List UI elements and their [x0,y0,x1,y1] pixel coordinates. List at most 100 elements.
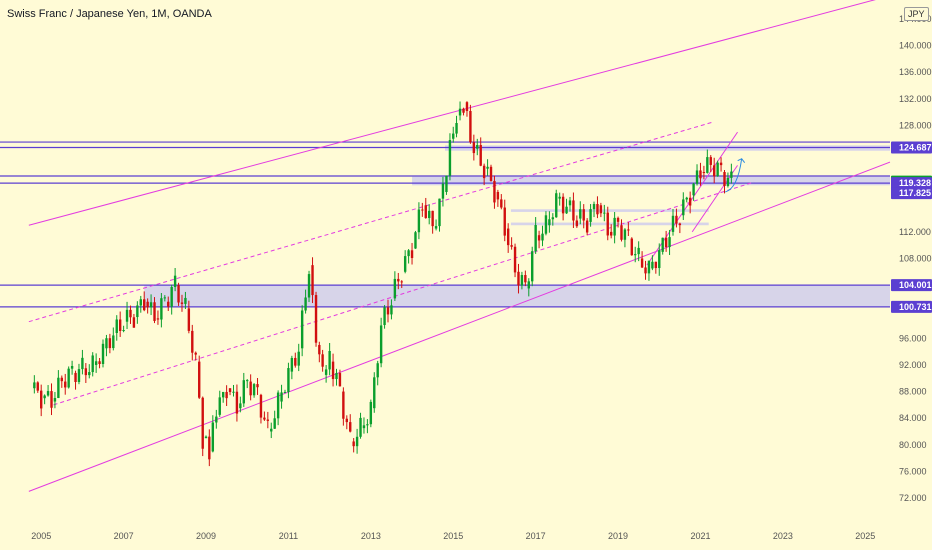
channel-line [646,131,738,266]
candle-body [74,372,77,383]
price-label-badge [891,177,932,190]
candle-body [43,395,46,399]
candle-body [654,261,658,269]
candle-body [177,285,180,303]
candle-body [541,233,544,241]
candle-body [513,246,517,273]
candle-body [187,308,191,331]
candle-body [88,372,91,376]
price-label-badge [891,300,932,313]
candle-body [283,391,287,393]
zone-rect [510,222,709,226]
candle-body [373,377,376,409]
candle-body [685,197,688,200]
candle-body [524,275,527,283]
candle-body [129,309,132,318]
candle-body [273,418,276,429]
y-tick-label: 136.000 [899,67,932,77]
candle-body [294,357,297,366]
candle-body [500,199,503,208]
candle-body [46,391,50,396]
candle-body [379,325,383,364]
candle-body [297,351,300,366]
candle-body [455,123,458,134]
candle-body [115,319,118,334]
candle-body [180,302,184,304]
candle-body [393,278,397,299]
candle-body [606,212,609,236]
projection-arrow [725,158,743,193]
candle-body [555,193,558,218]
candle-body [163,297,167,299]
chart-title: Swiss Franc / Japanese Yen, 1M, OANDA [7,8,212,20]
candle-body [198,361,201,398]
currency-badge[interactable]: JPY [904,7,929,21]
candle-body [486,166,489,169]
candle-body [290,357,294,372]
candle-body [307,274,311,298]
candle-body [101,343,105,365]
candle-body [726,177,730,186]
candle-body [270,428,273,432]
candle-body [64,381,67,388]
y-tick-label: 72.000 [899,493,927,503]
candle-body [60,377,64,382]
candle-body [517,271,520,286]
candle-body [623,229,627,240]
candle-body [194,352,197,355]
y-tick-label: 140.000 [899,41,932,51]
projection-arrowhead [737,158,746,164]
candle-body [634,254,637,256]
candle-body [324,369,328,375]
candle-body [592,204,596,210]
y-tick-label: 132.000 [899,94,932,104]
candle-body [84,368,88,376]
candle-body [94,361,98,365]
candle-body [431,210,434,227]
candle-body [143,299,146,311]
candle-body [496,191,500,200]
candle-body [36,382,39,391]
candle-body [400,281,403,283]
candle-body [160,298,163,320]
candle-body [98,361,101,365]
candle-body [311,265,314,296]
channel-line [28,161,891,492]
candle-body [300,310,304,349]
candle-body [479,145,482,166]
candle-body [414,232,417,249]
candle-body [156,318,160,320]
candle-body [201,397,204,449]
candle-body [235,391,239,414]
price-label-text: 124.687 [899,142,932,152]
candle-body [118,319,122,331]
candle-body [225,391,228,399]
candle-body [630,238,633,256]
candle-body [232,391,235,393]
candle-body [603,212,606,214]
candle-body [695,170,699,184]
candle-body [67,368,70,388]
candle-body [561,196,565,214]
candle-body [221,391,225,398]
candle-body [249,381,252,396]
candle-body [376,363,379,378]
candle-body [369,401,373,425]
candle-body [280,392,283,402]
y-tick-label: 92.000 [899,360,927,370]
candle-body [675,215,678,224]
candle-body [465,102,469,112]
candle-body [136,305,139,318]
channel-line [53,181,755,406]
candle-body [256,384,259,388]
candle-body [572,200,575,221]
candle-body [644,267,647,274]
candle-body [438,198,441,227]
candle-body [658,250,661,269]
candle-body [57,377,60,399]
candle-body [33,382,36,389]
candle-body [139,299,142,306]
y-tick-label: 76.000 [899,466,927,476]
